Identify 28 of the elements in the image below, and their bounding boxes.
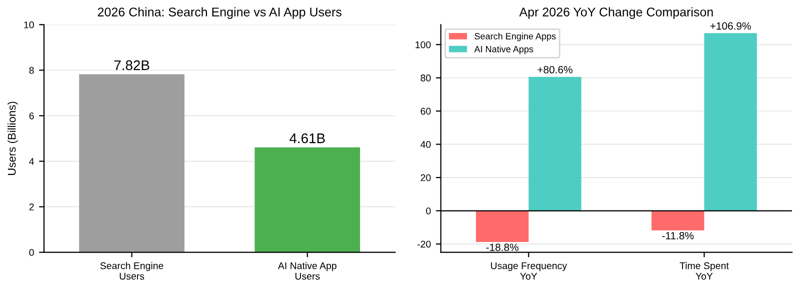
y-axis-title: Users (Billions) — [8, 102, 18, 175]
y-tick-label: 2 — [29, 204, 34, 210]
y-tick-label: 0 — [426, 207, 431, 214]
y-tick-label: 100 — [416, 41, 431, 48]
data-label: -18.8% — [486, 244, 518, 252]
x-tick-label: Search Engine Users — [100, 262, 164, 280]
y-tick-label: 0 — [29, 249, 34, 256]
x-tick-label: AI Native App Users — [278, 262, 336, 280]
y-tick-label: 40 — [420, 141, 431, 148]
y-tick-label: 8 — [29, 66, 34, 74]
x-tick-label: Usage Frequency YoY — [491, 262, 567, 280]
data-label: +106.9% — [710, 22, 751, 30]
x-tick-label: Time Spent YoY — [680, 262, 729, 280]
y-tick-label: 10 — [24, 21, 34, 28]
y-tick-label: 4 — [29, 158, 34, 165]
y-tick-label: 6 — [29, 112, 34, 120]
y-tick-label: 20 — [420, 174, 431, 182]
data-label: +80.6% — [538, 66, 572, 74]
data-label: 7.82B — [114, 60, 150, 70]
legend-label: AI Native Apps — [474, 46, 534, 54]
data-label: -11.8% — [662, 232, 694, 240]
legend-label: Search Engine Apps — [474, 32, 556, 42]
y-tick-label: 60 — [420, 108, 431, 115]
y-tick-label: 80 — [420, 74, 431, 82]
chart-title: 2026 China: Search Engine vs AI App Users — [98, 7, 342, 19]
chart-title: Apr 2026 YoY Change Comparison — [519, 7, 713, 19]
data-label: 4.61B — [290, 133, 325, 144]
y-tick-label: -20 — [417, 240, 431, 248]
